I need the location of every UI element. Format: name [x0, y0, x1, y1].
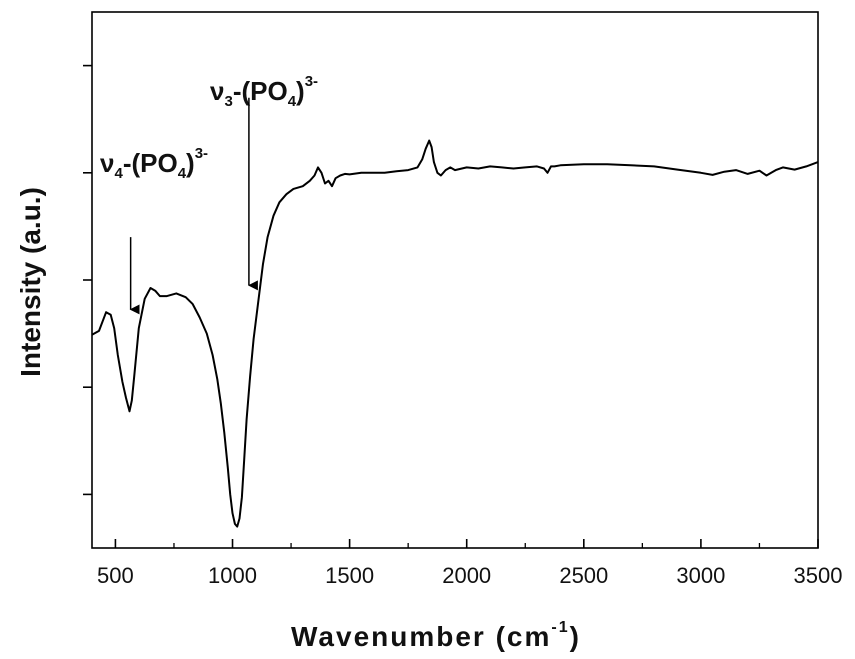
y-axis-ticks [83, 64, 92, 496]
x-tick-label: 1000 [208, 563, 257, 588]
x-axis-title: Wavenumber (cm-1) [291, 619, 581, 652]
x-tick-label: 1500 [325, 563, 374, 588]
x-tick-label: 2500 [559, 563, 608, 588]
annotation-nu3: ν3-(PO4)3- [210, 73, 318, 291]
annotation-nu3-label: ν3-(PO4)3- [210, 73, 318, 110]
annotation-nu4: ν4-(PO4)3- [100, 145, 208, 315]
x-tick-label: 2000 [442, 563, 491, 588]
x-tick-label: 3000 [676, 563, 725, 588]
x-axis-ticks [114, 539, 819, 548]
x-axis-tick-labels: 500 1000 1500 2000 2500 3000 3500 [97, 563, 842, 588]
x-tick-label: 500 [97, 563, 134, 588]
annotation-nu4-label: ν4-(PO4)3- [100, 145, 208, 182]
spectrum-line [91, 139, 819, 528]
plot-frame [91, 11, 819, 549]
x-tick-label: 3500 [794, 563, 843, 588]
y-axis-title: Intensity (a.u.) [15, 187, 46, 377]
